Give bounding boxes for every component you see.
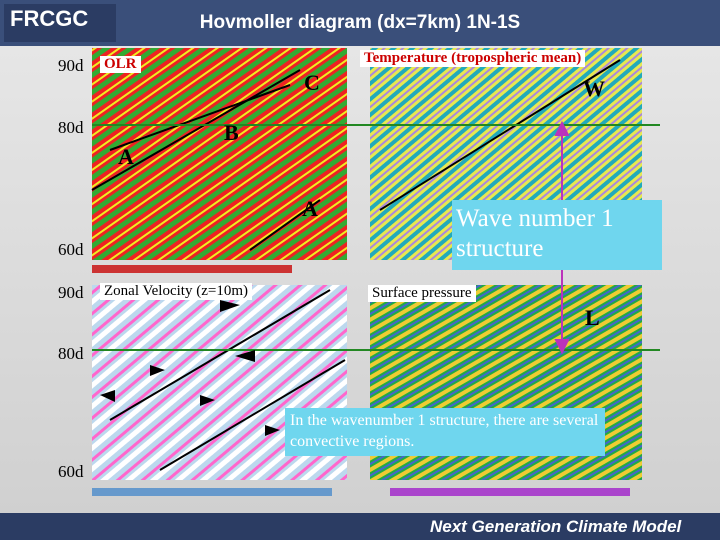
header-bar (0, 0, 720, 46)
axis-label: 80d (58, 344, 84, 363)
wave-lines (91, 59, 621, 471)
callout: Wave number 1 structure (456, 205, 614, 262)
annotation: A (118, 144, 134, 169)
colorbar (390, 488, 630, 496)
logo: FRCGC (10, 6, 89, 31)
colorbar (92, 265, 292, 273)
axis-label: 60d (58, 240, 84, 259)
annotation: C (304, 70, 320, 95)
footer-bar (0, 513, 720, 540)
callout-box (452, 200, 662, 270)
panel-label: OLR (100, 56, 141, 73)
reference-lines (92, 124, 660, 351)
axis-label: 90d (58, 56, 84, 75)
panel-label: Zonal Velocity (z=10m) (100, 283, 252, 300)
wind-arrows (100, 300, 280, 436)
axis-label: 60d (58, 462, 84, 481)
callout: In the wavenumber 1 structure, there are… (290, 412, 599, 450)
annotation: L (585, 305, 600, 330)
axis-label: 80d (58, 118, 84, 137)
slide-title: Hovmoller diagram (dx=7km) 1N-1S (199, 12, 521, 33)
panel-label: Temperature (tropospheric mean) (360, 50, 586, 67)
footer-text: Next Generation Climate Model (430, 517, 682, 536)
panel-label: Surface pressure (368, 285, 476, 302)
annotation: W (583, 76, 605, 101)
logo-box (4, 4, 116, 42)
axis-label: 90d (58, 283, 84, 302)
annotation: B (224, 120, 239, 145)
olr-panel (92, 48, 347, 260)
colorbar (92, 488, 332, 496)
annotation: A (302, 196, 318, 221)
callout-box (285, 408, 605, 456)
